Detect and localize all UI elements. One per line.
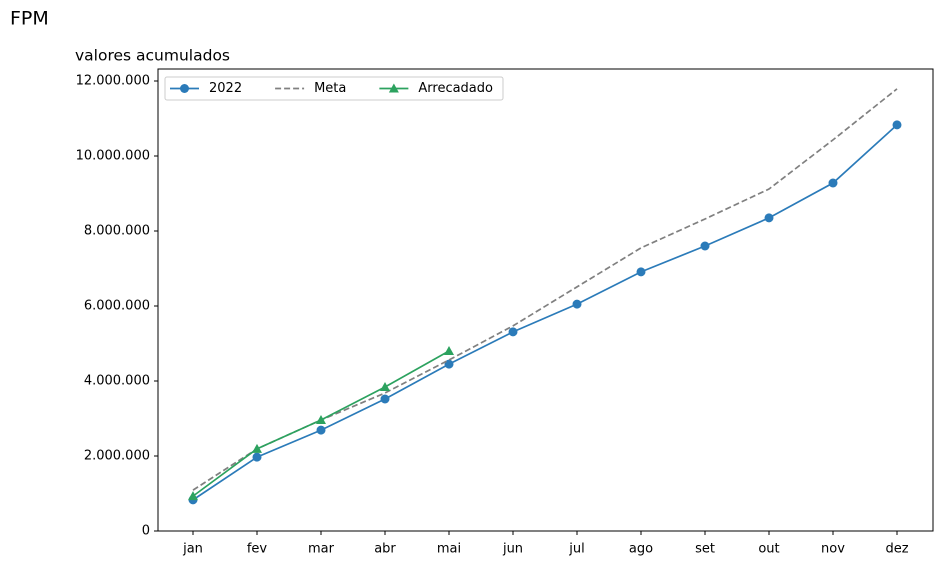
y-tick-label: 2.000.000 — [84, 449, 150, 464]
y-tick-label: 12.000.000 — [76, 74, 150, 89]
x-tick-label: jun — [502, 542, 523, 557]
legend-label: Meta — [314, 81, 346, 96]
point — [892, 120, 902, 130]
x-tick-label: abr — [374, 542, 396, 557]
point — [764, 213, 774, 223]
point — [508, 327, 518, 337]
legend-label: Arrecadado — [418, 81, 493, 96]
x-tick-label: set — [695, 542, 715, 557]
series-line — [192, 88, 898, 491]
point — [380, 394, 390, 404]
legend-label: 2022 — [209, 81, 242, 96]
x-tick-label: nov — [821, 542, 845, 557]
point — [316, 415, 326, 424]
point — [828, 178, 838, 188]
point — [252, 452, 262, 462]
y-tick-label: 4.000.000 — [84, 374, 150, 389]
point — [252, 443, 262, 453]
series-line — [192, 124, 898, 501]
x-tick-label: mar — [308, 542, 335, 557]
y-tick-label: 10.000.000 — [76, 149, 150, 164]
x-tick-label: jul — [568, 542, 584, 557]
x-tick-label: ago — [629, 542, 653, 557]
legend — [164, 76, 504, 101]
chart-title: FPM — [10, 8, 49, 30]
x-tick-label: fev — [247, 542, 268, 557]
point — [316, 425, 326, 435]
point — [636, 267, 646, 277]
x-tick-label: dez — [885, 542, 908, 557]
x-tick-label: mai — [437, 542, 461, 557]
legend-marker — [388, 83, 399, 93]
y-tick-label: 8.000.000 — [84, 224, 150, 239]
point — [188, 491, 198, 501]
y-tick-label: 0 — [142, 524, 150, 539]
x-tick-label: jan — [182, 542, 203, 557]
legend-marker — [180, 84, 189, 93]
y-tick-label: 6.000.000 — [84, 299, 150, 314]
point — [572, 299, 582, 309]
plot-area — [157, 68, 934, 532]
chart-subtitle: valores acumulados — [75, 47, 230, 65]
point — [444, 346, 454, 355]
point — [700, 241, 710, 251]
x-tick-label: out — [758, 542, 779, 557]
point — [380, 382, 390, 391]
